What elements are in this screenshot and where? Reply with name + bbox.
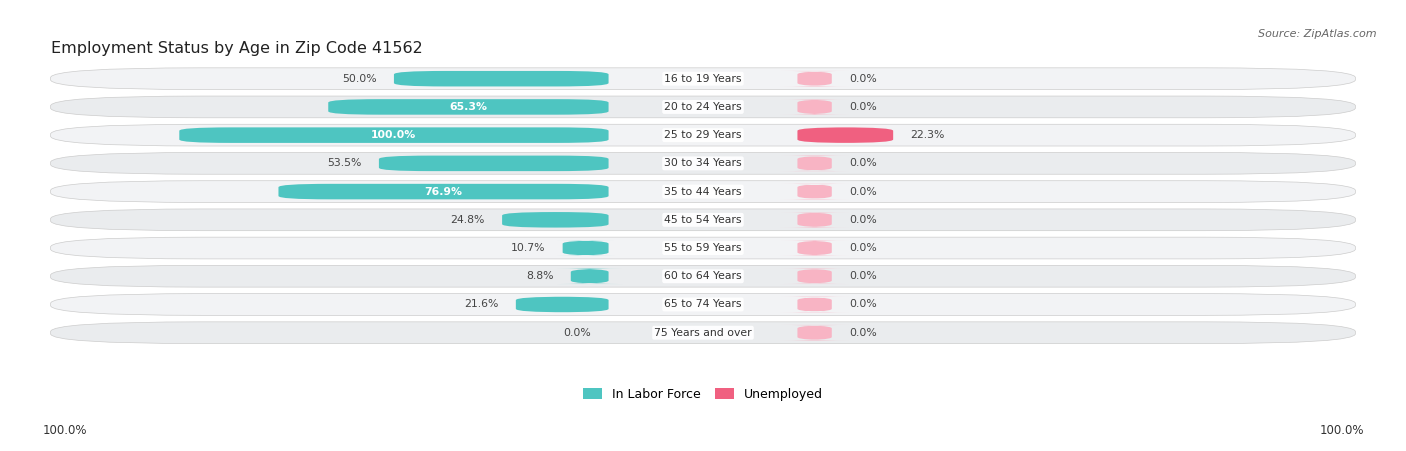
Text: Employment Status by Age in Zip Code 41562: Employment Status by Age in Zip Code 415… xyxy=(51,41,422,56)
Text: 53.5%: 53.5% xyxy=(328,158,361,168)
FancyBboxPatch shape xyxy=(780,325,849,341)
FancyBboxPatch shape xyxy=(502,212,609,228)
Text: 55 to 59 Years: 55 to 59 Years xyxy=(664,243,742,253)
FancyBboxPatch shape xyxy=(394,71,609,87)
Text: 65 to 74 Years: 65 to 74 Years xyxy=(664,299,742,309)
FancyBboxPatch shape xyxy=(780,71,849,87)
Text: 100.0%: 100.0% xyxy=(42,424,87,437)
FancyBboxPatch shape xyxy=(557,268,623,284)
Text: 0.0%: 0.0% xyxy=(849,102,877,112)
Text: 0.0%: 0.0% xyxy=(849,271,877,281)
Text: 45 to 54 Years: 45 to 54 Years xyxy=(664,215,742,225)
Text: 22.3%: 22.3% xyxy=(910,130,945,140)
FancyBboxPatch shape xyxy=(51,322,1355,344)
FancyBboxPatch shape xyxy=(51,124,1355,146)
FancyBboxPatch shape xyxy=(780,268,849,284)
FancyBboxPatch shape xyxy=(180,127,609,143)
FancyBboxPatch shape xyxy=(780,240,849,256)
Text: 0.0%: 0.0% xyxy=(849,187,877,197)
FancyBboxPatch shape xyxy=(51,265,1355,287)
FancyBboxPatch shape xyxy=(780,156,849,171)
FancyBboxPatch shape xyxy=(516,297,609,312)
Text: 0.0%: 0.0% xyxy=(849,158,877,168)
Legend: In Labor Force, Unemployed: In Labor Force, Unemployed xyxy=(578,383,828,406)
FancyBboxPatch shape xyxy=(51,68,1355,90)
Text: 16 to 19 Years: 16 to 19 Years xyxy=(664,74,742,84)
Text: 25 to 29 Years: 25 to 29 Years xyxy=(664,130,742,140)
Text: 75 Years and over: 75 Years and over xyxy=(654,328,752,338)
Text: 50.0%: 50.0% xyxy=(342,74,377,84)
Text: 0.0%: 0.0% xyxy=(849,215,877,225)
Text: 0.0%: 0.0% xyxy=(849,74,877,84)
Text: 0.0%: 0.0% xyxy=(564,328,592,338)
FancyBboxPatch shape xyxy=(797,127,893,143)
FancyBboxPatch shape xyxy=(780,212,849,228)
Text: 24.8%: 24.8% xyxy=(450,215,485,225)
FancyBboxPatch shape xyxy=(557,240,614,256)
Text: 65.3%: 65.3% xyxy=(450,102,488,112)
FancyBboxPatch shape xyxy=(780,99,849,115)
FancyBboxPatch shape xyxy=(328,99,609,115)
Text: 20 to 24 Years: 20 to 24 Years xyxy=(664,102,742,112)
FancyBboxPatch shape xyxy=(278,184,609,199)
Text: Source: ZipAtlas.com: Source: ZipAtlas.com xyxy=(1258,29,1376,39)
Text: 10.7%: 10.7% xyxy=(510,243,546,253)
Text: 35 to 44 Years: 35 to 44 Years xyxy=(664,187,742,197)
Text: 21.6%: 21.6% xyxy=(464,299,499,309)
Text: 30 to 34 Years: 30 to 34 Years xyxy=(664,158,742,168)
FancyBboxPatch shape xyxy=(780,184,849,199)
Text: 0.0%: 0.0% xyxy=(849,243,877,253)
FancyBboxPatch shape xyxy=(780,297,849,312)
Text: 0.0%: 0.0% xyxy=(849,328,877,338)
FancyBboxPatch shape xyxy=(51,181,1355,202)
FancyBboxPatch shape xyxy=(51,237,1355,259)
FancyBboxPatch shape xyxy=(378,156,609,171)
FancyBboxPatch shape xyxy=(51,152,1355,174)
Text: 76.9%: 76.9% xyxy=(425,187,463,197)
Text: 0.0%: 0.0% xyxy=(849,299,877,309)
Text: 60 to 64 Years: 60 to 64 Years xyxy=(664,271,742,281)
FancyBboxPatch shape xyxy=(51,294,1355,315)
FancyBboxPatch shape xyxy=(51,209,1355,230)
Text: 8.8%: 8.8% xyxy=(526,271,554,281)
FancyBboxPatch shape xyxy=(51,96,1355,118)
Text: 100.0%: 100.0% xyxy=(1319,424,1364,437)
Text: 100.0%: 100.0% xyxy=(371,130,416,140)
